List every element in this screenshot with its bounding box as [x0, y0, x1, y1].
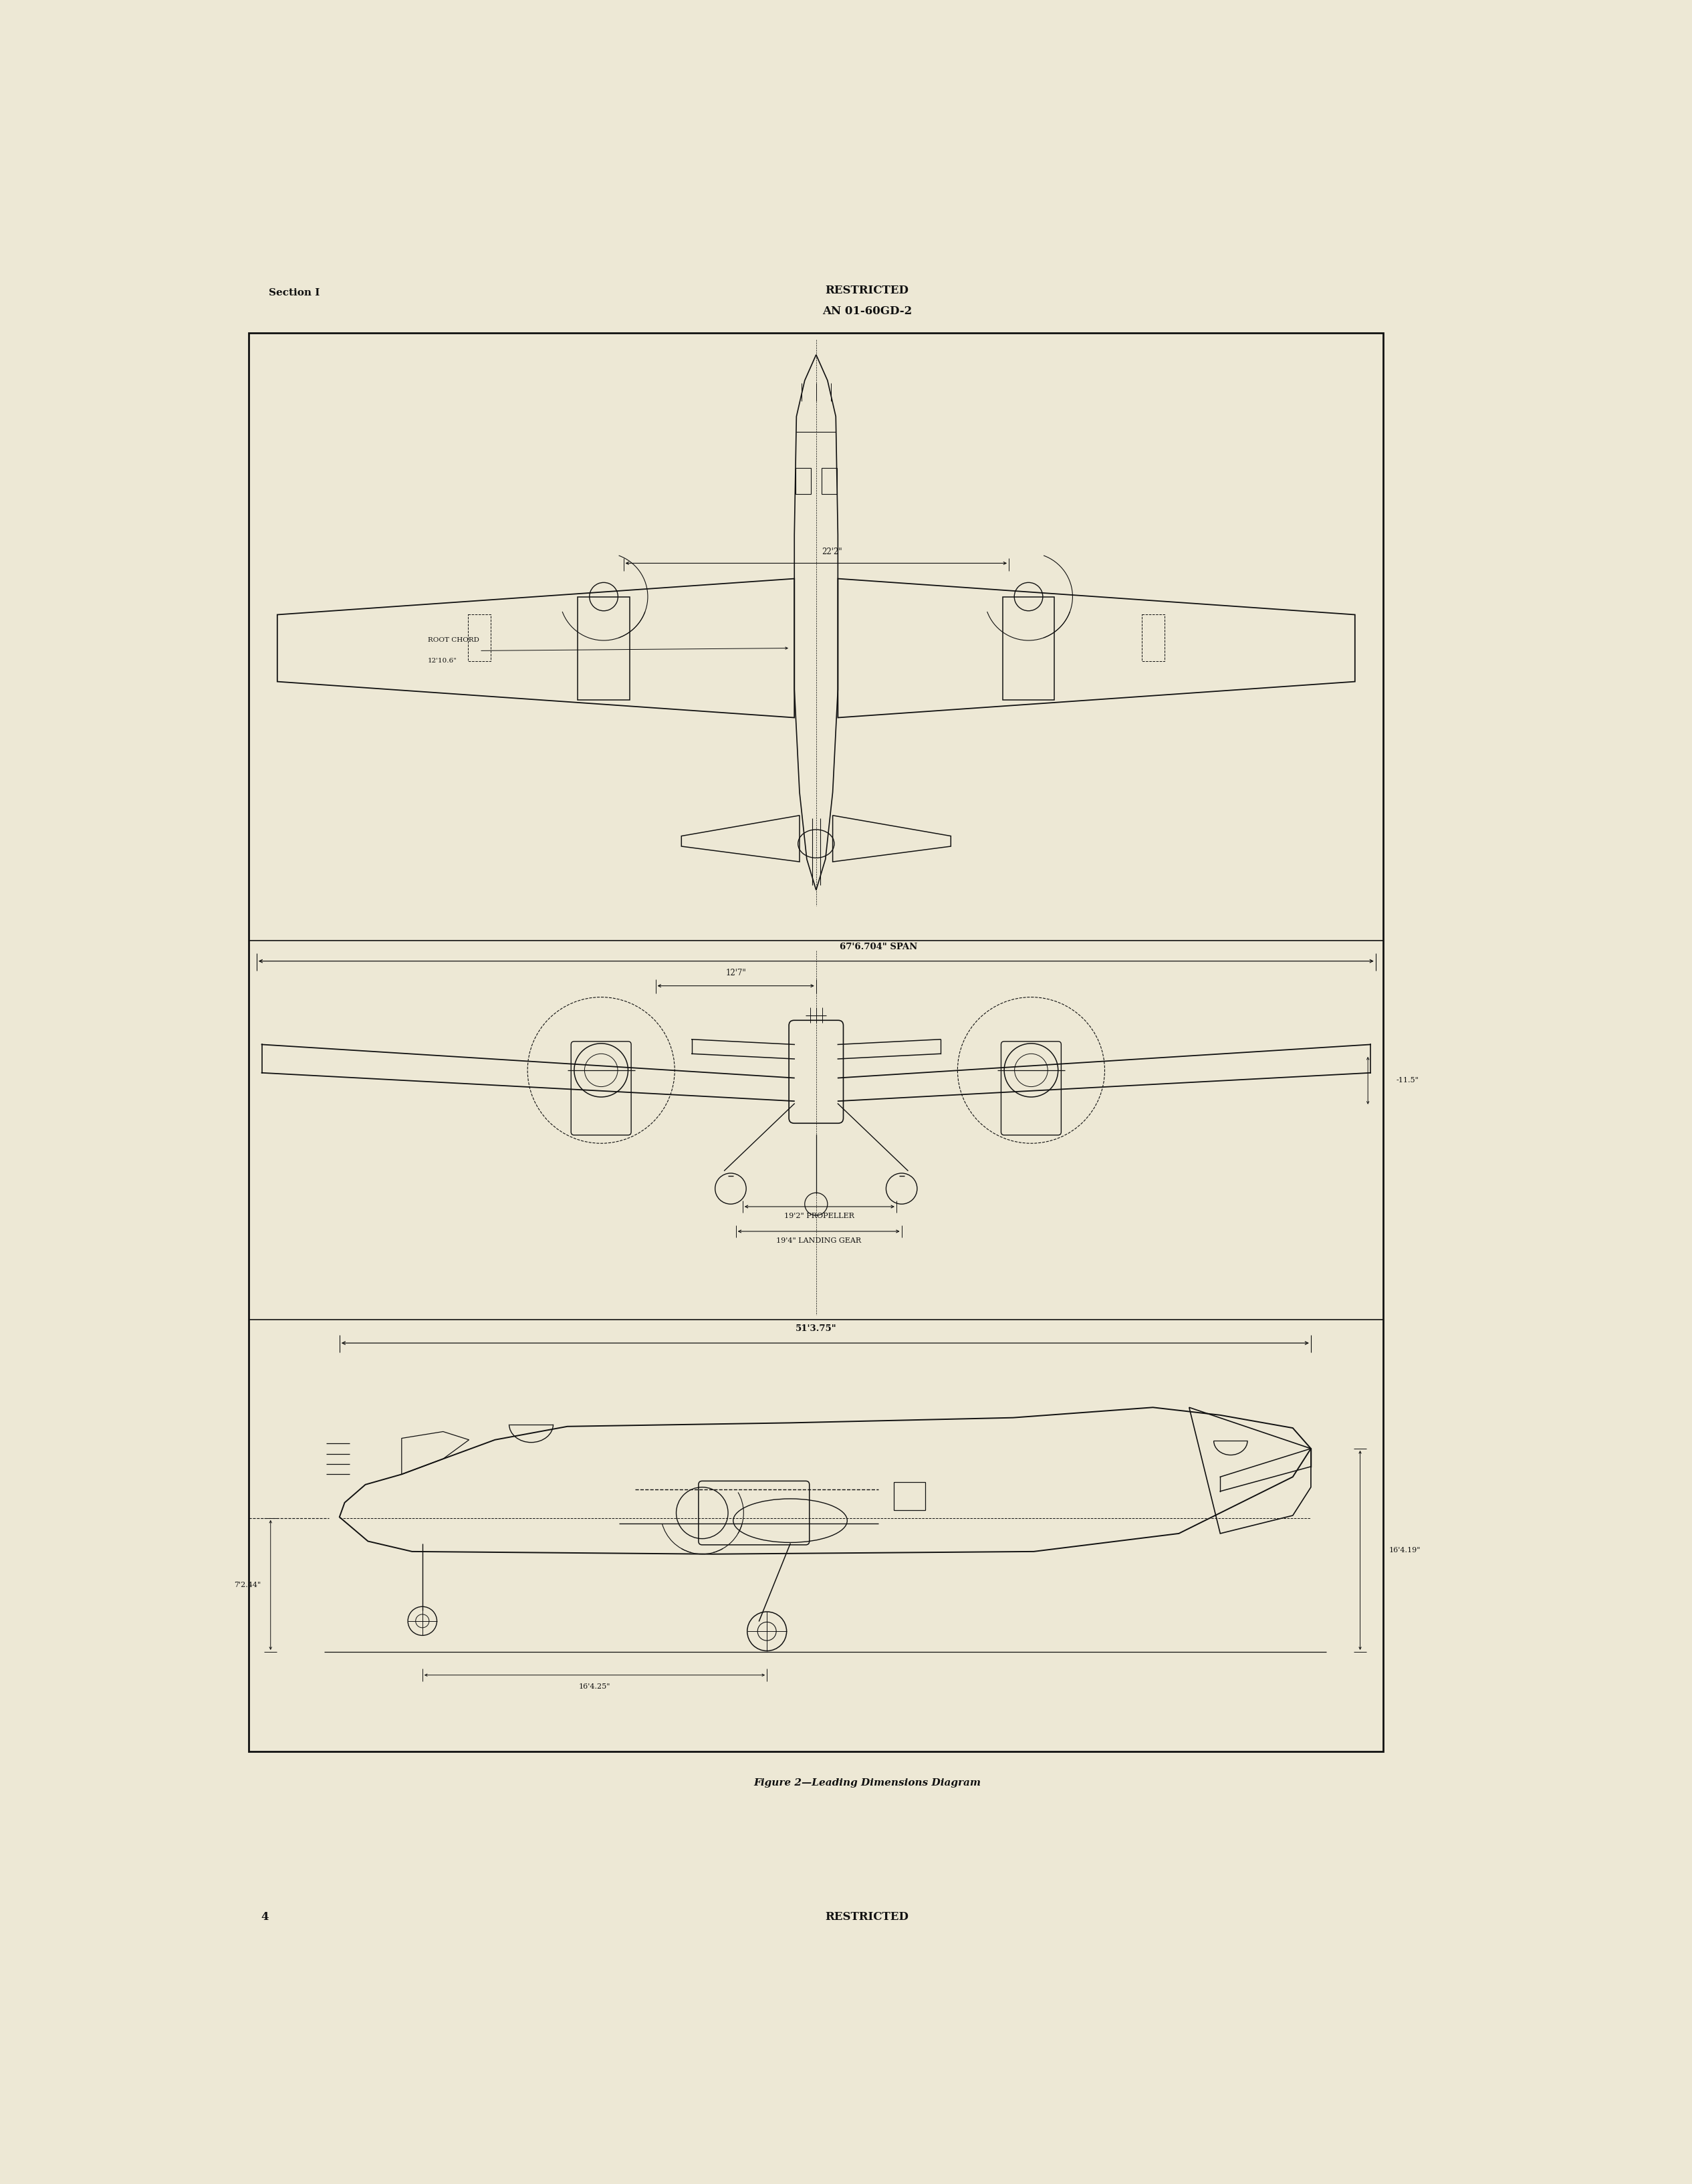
Text: Section I: Section I	[269, 288, 320, 297]
Text: 16'4.19": 16'4.19"	[1389, 1546, 1420, 1553]
Bar	[469, 614, 491, 662]
Text: AN 01-60GD-2: AN 01-60GD-2	[822, 306, 912, 317]
Bar	[893, 1483, 926, 1511]
Bar	[577, 596, 629, 699]
Text: Figure 2—Leading Dimensions Diagram: Figure 2—Leading Dimensions Diagram	[753, 1778, 981, 1789]
Text: 12'10.6": 12'10.6"	[428, 657, 457, 664]
Bar	[249, 334, 1384, 1752]
Text: 22'2": 22'2"	[821, 548, 843, 557]
Text: ROOT CHORD: ROOT CHORD	[428, 638, 479, 644]
Text: 19'2" PROPELLER: 19'2" PROPELLER	[785, 1212, 854, 1219]
Text: 19'4" LANDING GEAR: 19'4" LANDING GEAR	[777, 1238, 861, 1245]
Text: RESTRICTED: RESTRICTED	[826, 284, 909, 297]
Bar	[821, 467, 838, 494]
Text: 67'6.704" SPAN: 67'6.704" SPAN	[839, 941, 917, 950]
Text: 51'3.75": 51'3.75"	[795, 1324, 838, 1332]
Text: 4: 4	[261, 1911, 269, 1922]
Text: 12'7": 12'7"	[726, 968, 746, 976]
Bar	[1142, 614, 1164, 662]
Text: -11.5": -11.5"	[1396, 1077, 1420, 1083]
Text: 7'2.44": 7'2.44"	[233, 1581, 261, 1588]
Text: 16'4.25": 16'4.25"	[579, 1684, 611, 1690]
Bar	[1003, 596, 1054, 699]
Bar	[795, 467, 810, 494]
Text: RESTRICTED: RESTRICTED	[826, 1911, 909, 1922]
